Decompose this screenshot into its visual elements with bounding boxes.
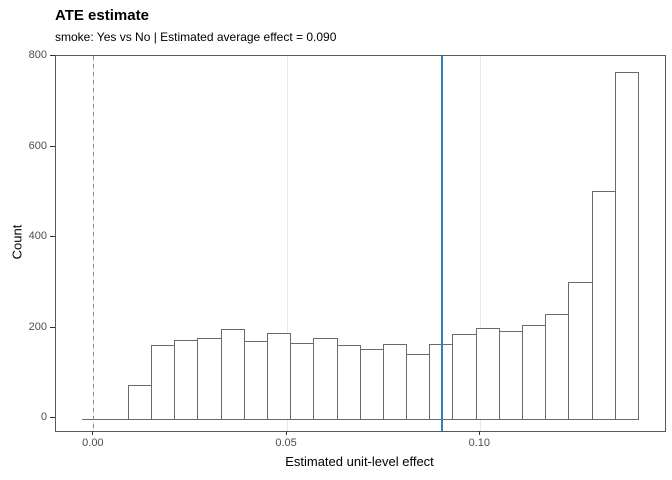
chart-subtitle: smoke: Yes vs No | Estimated average eff… — [55, 30, 337, 44]
x-tick-label: 0.05 — [275, 437, 297, 449]
histogram-bar — [545, 313, 570, 420]
y-axis-tick — [50, 326, 55, 328]
histogram-bar — [151, 345, 176, 420]
histogram-bar — [452, 333, 477, 420]
y-tick-label: 800 — [28, 48, 47, 61]
histogram-bar — [313, 338, 338, 420]
histogram-bar — [614, 72, 639, 420]
y-axis-tick — [50, 145, 55, 147]
histogram-bar — [220, 329, 245, 420]
y-tick-label: 400 — [28, 230, 47, 243]
x-tick-label: 0.10 — [468, 437, 490, 449]
y-tick-label: 0 — [40, 411, 47, 424]
major-gridline — [479, 56, 481, 431]
histogram-bar — [522, 324, 547, 420]
y-axis-tick — [50, 236, 55, 238]
histogram-bar — [382, 343, 408, 420]
x-axis-title: Estimated unit-level effect — [285, 454, 434, 469]
histogram-bar — [336, 344, 361, 420]
histogram-bar — [243, 341, 268, 420]
histogram-bar — [266, 333, 292, 420]
y-tick-label: 600 — [28, 139, 47, 152]
x-axis-tick — [92, 431, 94, 435]
histogram-bar — [197, 337, 222, 420]
x-axis-tick — [478, 431, 480, 435]
major-gridline — [286, 56, 288, 431]
histogram-bar — [359, 348, 384, 420]
histogram-bar — [568, 282, 593, 420]
ate-estimate-line — [440, 56, 443, 431]
y-tick-label: 200 — [28, 320, 47, 333]
zero-reference-line — [93, 56, 95, 431]
histogram-bar — [127, 384, 153, 420]
histogram-bar — [475, 327, 500, 420]
histogram-bar — [174, 339, 199, 420]
chart-title: ATE estimate — [55, 7, 149, 24]
y-axis-tick — [50, 54, 55, 56]
y-axis-tick — [50, 417, 55, 419]
plot-panel — [55, 55, 666, 432]
x-axis-tick — [285, 431, 287, 435]
histogram-bar — [498, 330, 523, 420]
x-tick-label: 0.00 — [82, 437, 104, 449]
histogram-zero-bin — [104, 418, 129, 420]
histogram-bar — [406, 354, 431, 420]
histogram-bar — [290, 342, 315, 420]
histogram-bar — [591, 191, 616, 420]
